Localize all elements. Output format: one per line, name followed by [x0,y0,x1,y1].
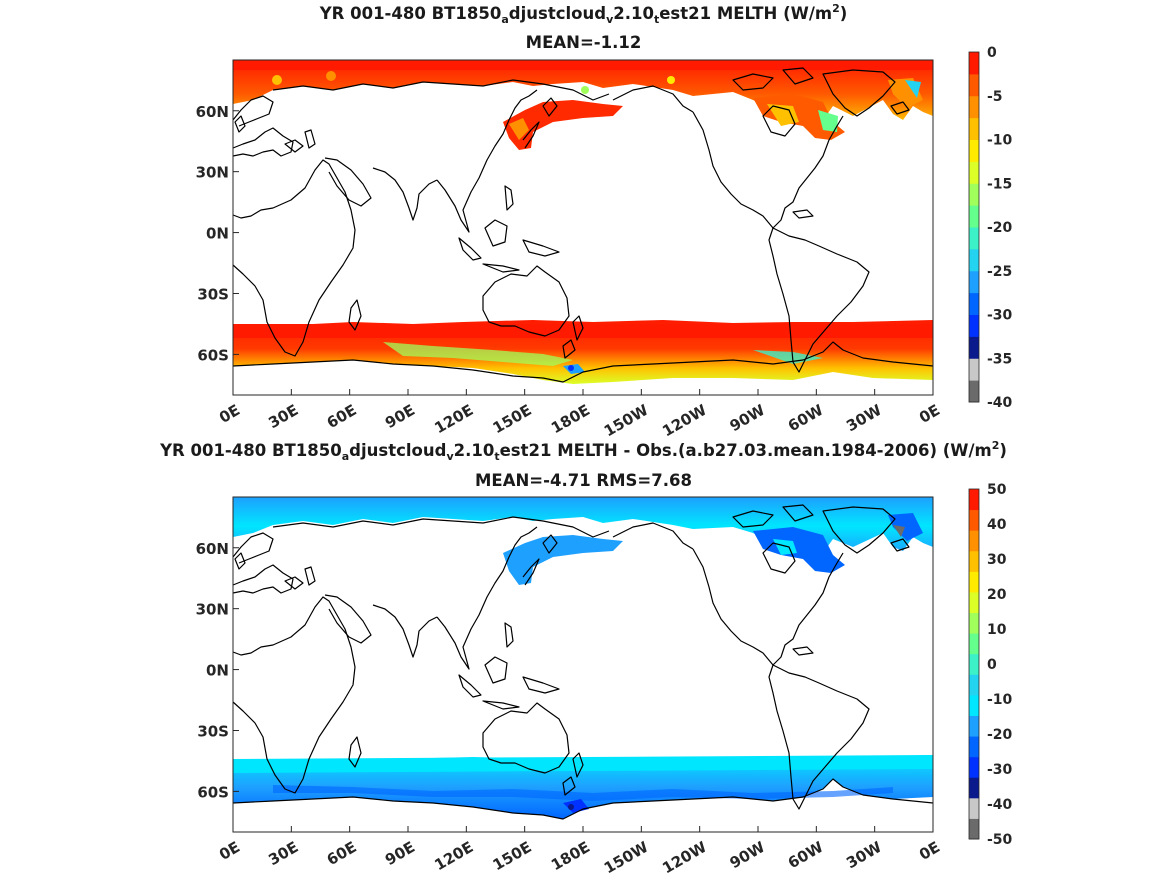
lon-tick-label: 60E [324,838,360,869]
panel2-subtitle: MEAN=-4.71 RMS=7.68 [475,471,692,490]
lat-tick-label: 60N [196,540,229,558]
colorbar-segment [969,736,979,758]
colorbar-tick-label: -30 [987,762,1013,778]
lon-tick-label: 0E [216,401,243,427]
panel1-title: YR 001-480 BT1850adjustcloudv2.10test21 … [319,2,848,26]
colorbar-tick-label: -20 [987,727,1013,743]
colorbar-segment [969,694,979,716]
lon-tick-label: 0E [916,838,943,864]
colorbar-segment [969,756,979,778]
lon-tick-label: 60E [324,401,360,432]
colorbar-tick-label: -10 [987,692,1013,708]
lon-tick-label: 90W [727,401,769,436]
colorbar-tick-label: -10 [987,133,1013,149]
colorbar-segment [969,633,979,655]
colorbar-frame [968,488,980,840]
colorbar-segment [969,380,979,403]
lon-tick-label: 150E [490,838,535,874]
lon-tick-label: 0E [216,838,243,864]
colorbar-segment [969,73,979,97]
colorbar-segment [969,818,979,840]
colorbar-tick-label: -15 [987,176,1012,192]
lon-tick-label: 60W [785,401,827,436]
colorbar-segment [969,550,979,572]
colorbar-tick-label: -40 [987,797,1013,813]
lat-tick-label: 30S [197,285,229,303]
panel2-title: YR 001-480 BT1850adjustcloudv2.10test21 … [160,439,1007,463]
colorbar-segment [969,95,979,119]
panel1-subtitle: MEAN=-1.12 [525,33,642,52]
colorbar-tick-label: 40 [987,517,1007,533]
lat-tick-label: 30N [196,601,229,619]
panel1-map [232,59,934,396]
lon-tick-label: 90W [727,838,769,873]
colorbar-tick-label: 20 [987,587,1007,603]
colorbar-segment [969,292,979,315]
colorbar-tick-label: -30 [987,308,1013,324]
colorbar-segment [969,139,979,162]
lat-tick-label: 0N [206,225,229,243]
colorbar-segment [969,777,979,799]
colorbar-tick-label: 0 [987,45,997,61]
lon-tick-label: 150E [490,401,535,437]
lon-tick-label: 30E [265,838,301,869]
colorbar-segment [969,52,979,75]
lat-tick-label: 30S [197,722,229,740]
lon-tick-label: 0E [916,401,943,427]
colorbar-segment [969,270,979,294]
colorbar-segment [969,797,979,819]
colorbar-segment [969,509,979,531]
colorbar-tick-label: 10 [987,622,1007,638]
lon-tick-label: 120W [659,401,710,441]
lat-tick-label: 60S [197,346,229,364]
colorbar-segment [969,227,979,250]
colorbar-segment [969,653,979,675]
colorbar-segment [969,248,979,272]
colorbar-segment [969,205,979,228]
lon-tick-label: 150W [601,401,652,441]
colorbar-segment [969,183,979,206]
lon-tick-label: 60W [785,838,827,873]
lon-tick-label: 30W [843,401,885,436]
lat-tick-label: 60S [197,783,229,801]
colorbar-segment [969,674,979,696]
colorbar-tick-label: -40 [987,395,1013,411]
colorbar-tick-label: 30 [987,552,1007,568]
lon-tick-label: 180E [548,401,593,437]
colorbar-segment [969,530,979,552]
lat-tick-label: 60N [196,103,229,121]
colorbar-segment [969,314,979,337]
colorbar-segment [969,358,979,381]
colorbar-segment [969,571,979,593]
lat-tick-label: 0N [206,662,229,680]
colorbar-tick-label: -5 [987,89,1003,105]
colorbar-tick-label: -20 [987,220,1013,236]
colorbar-segment [969,591,979,614]
lon-tick-label: 120E [431,401,476,437]
colorbar-segment [969,336,979,359]
lat-tick-label: 30N [196,164,229,182]
colorbar-segment [969,161,979,184]
lon-tick-label: 120W [659,838,710,875]
lon-tick-label: 90E [382,838,418,869]
lon-tick-label: 90E [382,401,418,432]
lon-tick-label: 150W [601,838,652,875]
lon-tick-label: 120E [431,838,476,874]
colorbar-tick-label: -35 [987,351,1012,367]
lon-tick-label: 30W [843,838,885,873]
colorbar-segment [969,117,979,140]
colorbar-tick-label: 0 [987,657,997,673]
panel2-map [232,496,934,833]
lon-tick-label: 180E [548,838,593,874]
colorbar-segment [969,612,979,634]
colorbar-segment [969,489,979,511]
colorbar-frame [968,51,980,403]
colorbar-tick-label: -25 [987,264,1012,280]
colorbar-segment [969,715,979,737]
lon-tick-label: 30E [265,401,301,432]
colorbar-tick-label: -50 [987,832,1013,848]
colorbar-tick-label: 50 [987,482,1007,498]
